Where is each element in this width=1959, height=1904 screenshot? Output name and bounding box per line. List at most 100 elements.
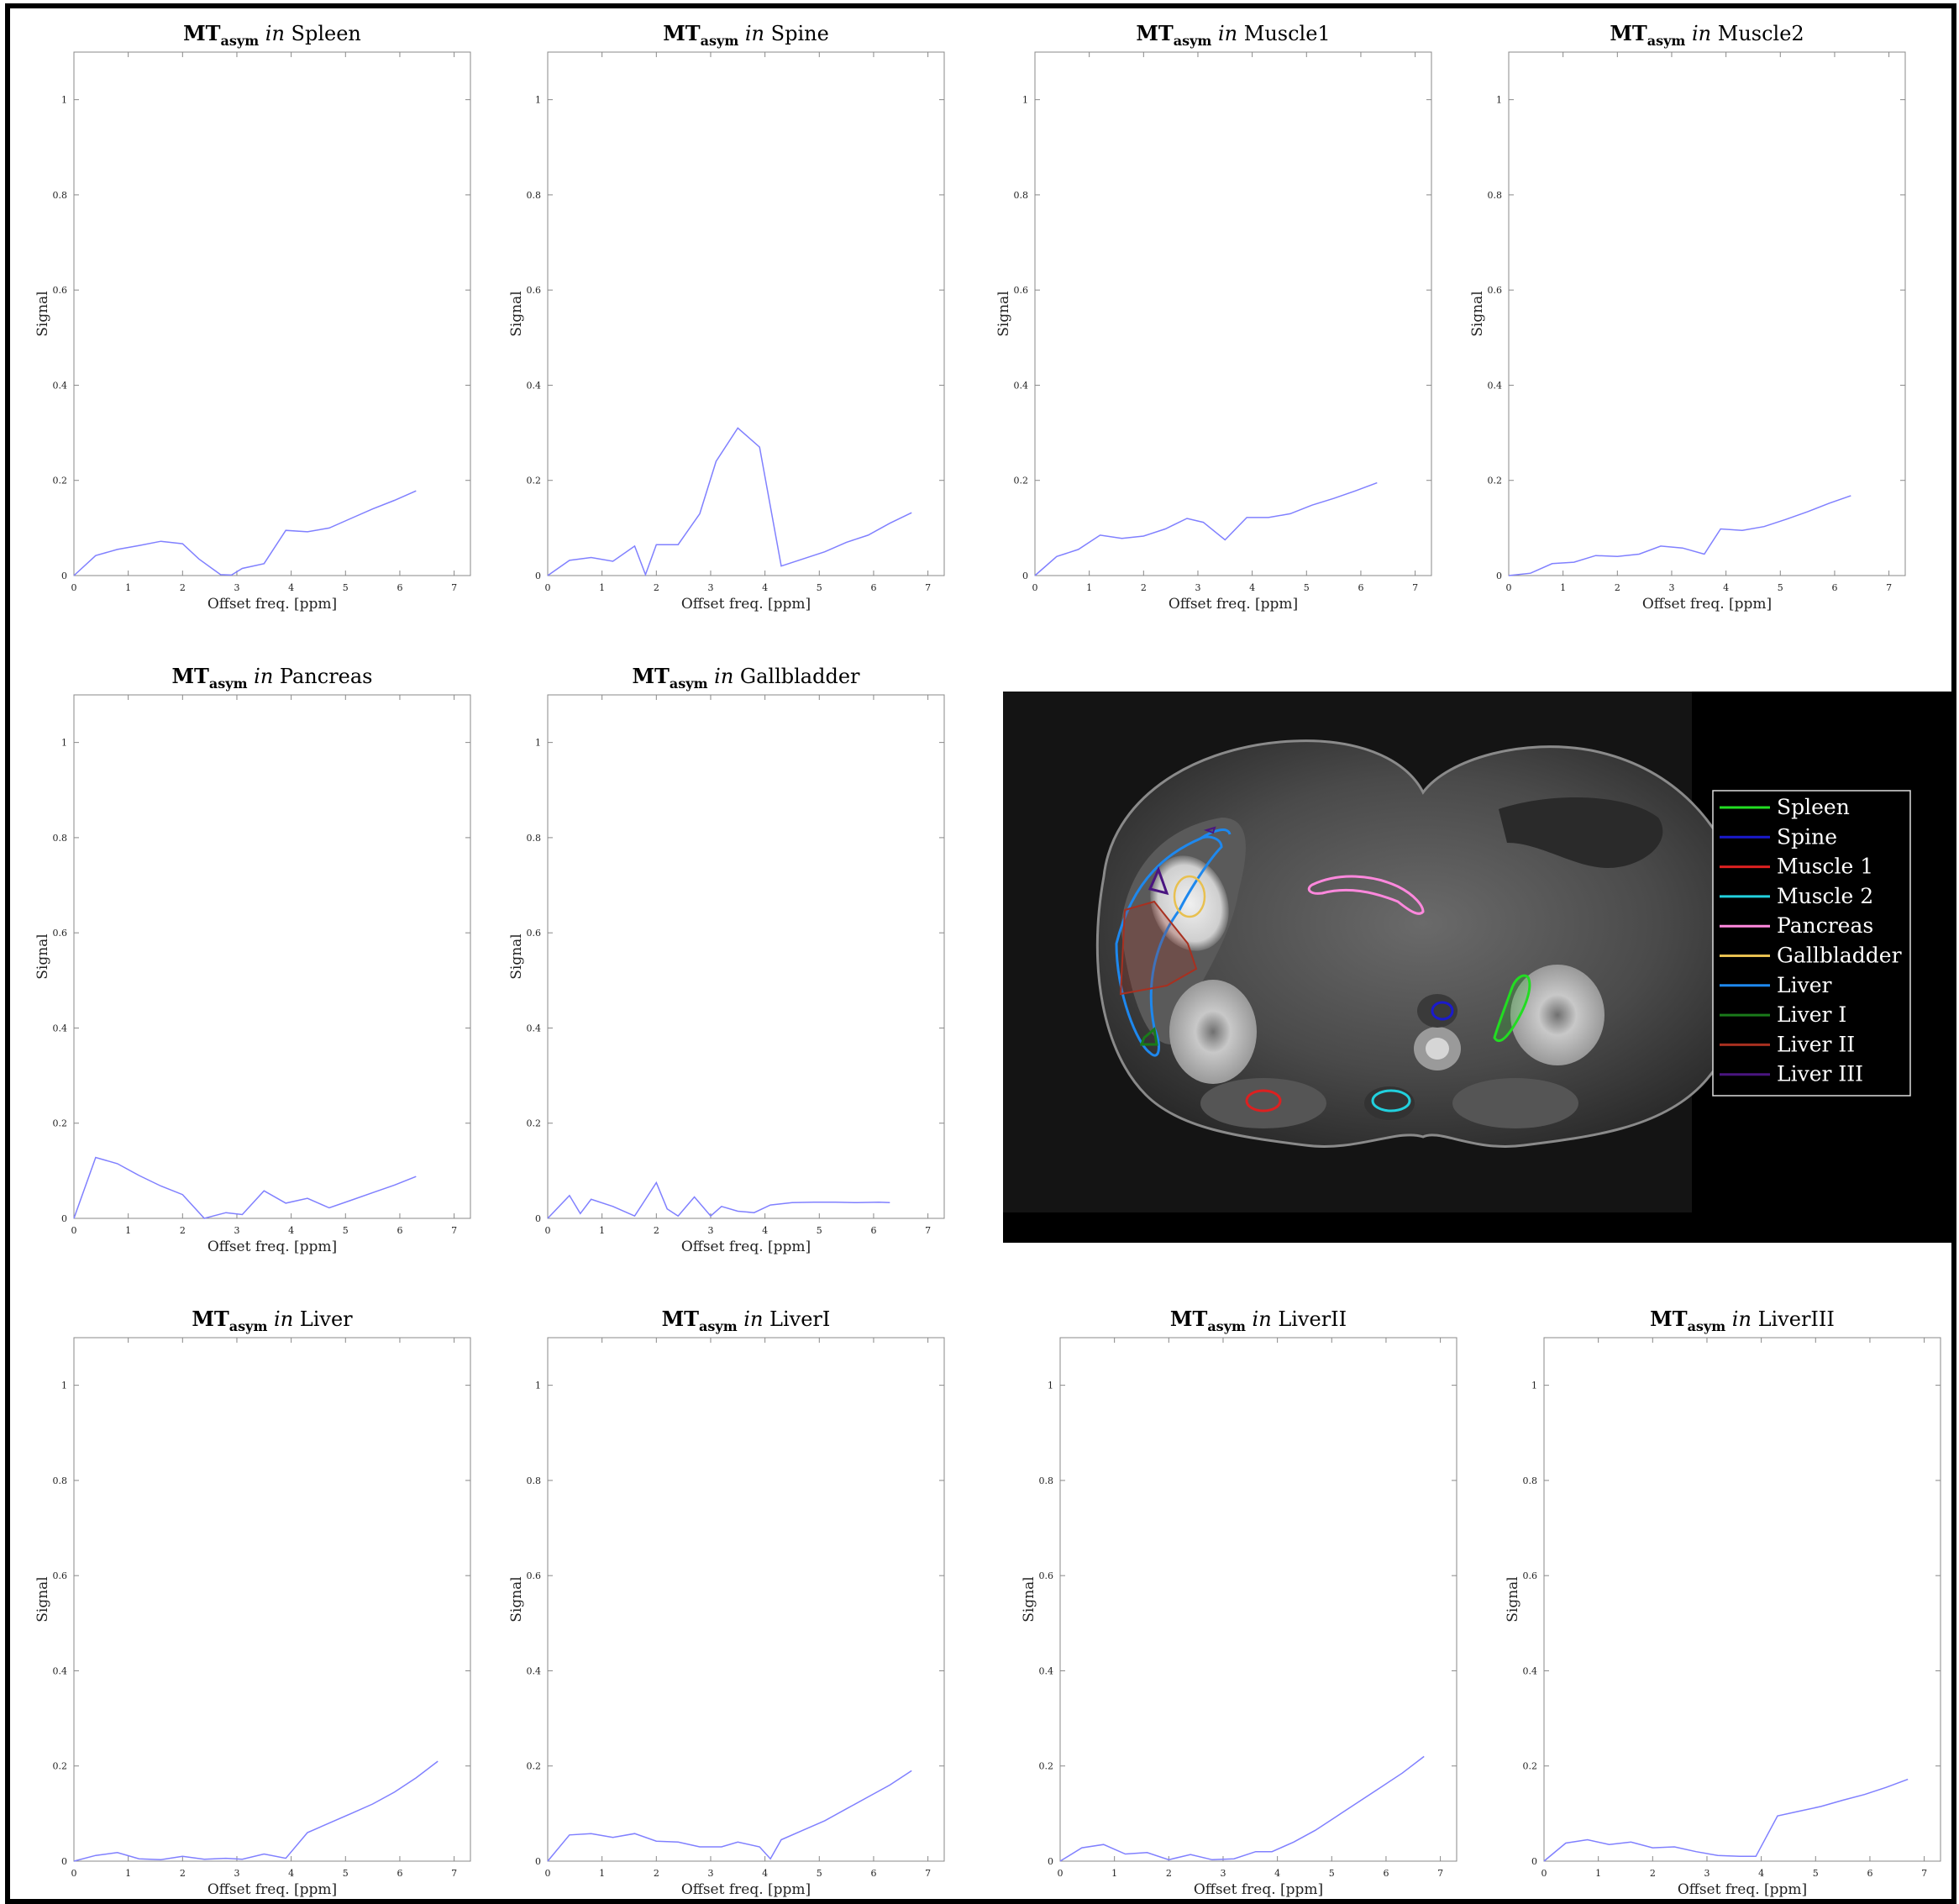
y-tick-label: 0 — [1022, 571, 1028, 581]
y-axis-label: Signal — [508, 1576, 525, 1623]
x-tick-label: 5 — [1778, 582, 1783, 593]
chart-8: 0 1 2 3 4 5 6 7 0 0.2 0.4 0.6 0.8 1 Offset freq. [ppm]… — [508, 1307, 945, 1898]
x-tick-label: 0 — [545, 1225, 551, 1236]
chart-title: MTasym in Spleen — [183, 21, 361, 49]
x-tick-label: 6 — [1358, 582, 1363, 593]
x-tick-label: 4 — [288, 1225, 294, 1236]
chart-6: 0 1 2 3 4 5 6 7 0 0.2 0.4 0.6 0.8 1 Offset freq. [ppm]… — [508, 664, 945, 1255]
legend-label: Liver I — [1777, 1002, 1846, 1027]
plot-area-frame — [1543, 1337, 1941, 1862]
x-tick-label: 4 — [1758, 1868, 1764, 1879]
series-line — [1543, 1778, 1909, 1862]
chart-10: 0 1 2 3 4 5 6 7 0 0.2 0.4 0.6 0.8 1 Offset freq. [ppm]… — [1505, 1307, 1941, 1898]
chart-2: 0 1 2 3 4 5 6 7 0 0.2 0.4 0.6 0.8 1 Offset freq. [ppm]… — [508, 21, 945, 613]
chart-3: 0 1 2 3 4 5 6 7 0 0.2 0.4 0.6 0.8 1 Offset freq. [ppm]… — [995, 21, 1432, 613]
y-tick-label: 0.6 — [1523, 1570, 1538, 1581]
series-line — [1034, 481, 1378, 576]
x-tick-label: 0 — [71, 1868, 77, 1879]
chart-4: 0 1 2 3 4 5 6 7 0 0.2 0.4 0.6 0.8 1 Offset freq. [ppm]… — [1469, 21, 1906, 613]
series-line — [547, 1181, 890, 1219]
y-tick-label: 0 — [535, 1856, 541, 1867]
y-tick-label: 0.6 — [527, 928, 542, 939]
y-tick-label: 0.4 — [1488, 380, 1503, 391]
y-tick-label: 0.6 — [527, 1570, 542, 1581]
title-region: LiverI — [769, 1307, 830, 1331]
series-line — [547, 427, 912, 577]
y-tick-label: 1 — [1496, 95, 1502, 106]
x-tick-label: 2 — [654, 1868, 659, 1879]
series-line — [1059, 1755, 1425, 1862]
x-axis-label: Offset freq. [ppm] — [207, 596, 337, 613]
plot-area-frame — [1034, 51, 1432, 576]
x-tick-label: 2 — [1615, 582, 1620, 593]
y-tick-label: 0.8 — [1488, 190, 1503, 201]
x-tick-label: 2 — [1650, 1868, 1656, 1879]
x-tick-label: 7 — [451, 1225, 457, 1236]
y-tick-label: 1 — [1048, 1381, 1053, 1391]
x-tick-label: 2 — [180, 582, 186, 593]
y-tick-label: 0 — [1496, 571, 1502, 581]
legend-label: Spine — [1777, 824, 1837, 849]
x-tick-label: 1 — [125, 582, 131, 593]
title-subscript: asym — [699, 1318, 738, 1334]
title-in: in — [738, 22, 770, 45]
legend-label: Liver — [1777, 973, 1832, 997]
title-mt: MT — [1650, 1307, 1688, 1331]
y-tick-label: 0.4 — [527, 1665, 542, 1676]
x-tick-label: 0 — [1058, 1868, 1064, 1879]
legend-label: Muscle 1 — [1777, 855, 1873, 879]
x-tick-label: 1 — [125, 1225, 131, 1236]
y-tick-label: 0.4 — [527, 380, 542, 391]
x-tick-label: 6 — [1831, 582, 1837, 593]
y-tick-label: 0.4 — [1523, 1665, 1538, 1676]
x-tick-label: 1 — [1111, 1868, 1117, 1879]
y-tick-label: 0.2 — [53, 1118, 68, 1129]
plot-area-frame — [1508, 51, 1906, 576]
x-tick-label: 3 — [1195, 582, 1200, 593]
x-tick-label: 3 — [1668, 582, 1674, 593]
x-axis-label: Offset freq. [ppm] — [681, 1881, 811, 1898]
y-tick-label: 0.4 — [527, 1023, 542, 1034]
y-tick-label: 0.8 — [1523, 1475, 1538, 1486]
y-tick-label: 0.6 — [1488, 285, 1503, 296]
title-subscript: asym — [1207, 1318, 1246, 1334]
x-tick-label: 3 — [234, 582, 239, 593]
y-axis-label: Signal — [508, 291, 525, 337]
series-line — [73, 490, 417, 576]
x-axis-label: Offset freq. [ppm] — [1678, 1881, 1807, 1898]
x-tick-label: 4 — [762, 582, 768, 593]
x-tick-label: 7 — [1412, 582, 1418, 593]
title-subscript: asym — [221, 33, 260, 49]
x-tick-label: 2 — [180, 1225, 186, 1236]
y-tick-label: 0.4 — [1014, 380, 1029, 391]
title-mt: MT — [192, 1307, 229, 1331]
y-tick-label: 0.2 — [527, 1761, 542, 1772]
legend-label: Spleen — [1777, 795, 1850, 819]
x-tick-label: 7 — [925, 1868, 931, 1879]
series-line — [73, 1760, 439, 1862]
x-tick-label: 5 — [343, 582, 349, 593]
legend: Spleen Spine Muscle 1 Muscle 2 Pancreas Gallb… — [1712, 790, 1911, 1097]
x-tick-label: 0 — [71, 1225, 77, 1236]
x-tick-label: 0 — [545, 1868, 551, 1879]
y-tick-label: 1 — [1531, 1381, 1537, 1391]
y-tick-label: 0.6 — [53, 285, 68, 296]
y-tick-label: 0.8 — [527, 833, 542, 844]
x-tick-label: 7 — [1886, 582, 1892, 593]
series-line — [73, 1156, 417, 1219]
x-tick-label: 7 — [925, 582, 931, 593]
title-in: in — [708, 665, 740, 688]
y-tick-label: 0.2 — [1014, 476, 1029, 487]
legend-label: Liver II — [1777, 1032, 1855, 1056]
x-tick-label: 1 — [125, 1868, 131, 1879]
title-in: in — [267, 1307, 299, 1331]
y-tick-label: 0.8 — [53, 1475, 68, 1486]
x-tick-label: 4 — [762, 1225, 768, 1236]
title-region: LiverIII — [1758, 1307, 1835, 1331]
plot-area-frame — [547, 694, 945, 1219]
x-axis-label: Offset freq. [ppm] — [1642, 596, 1772, 613]
x-tick-label: 7 — [451, 1868, 457, 1879]
plot-area-frame — [1059, 1337, 1457, 1862]
y-tick-label: 0.6 — [1039, 1570, 1054, 1581]
y-tick-label: 0.8 — [527, 1475, 542, 1486]
